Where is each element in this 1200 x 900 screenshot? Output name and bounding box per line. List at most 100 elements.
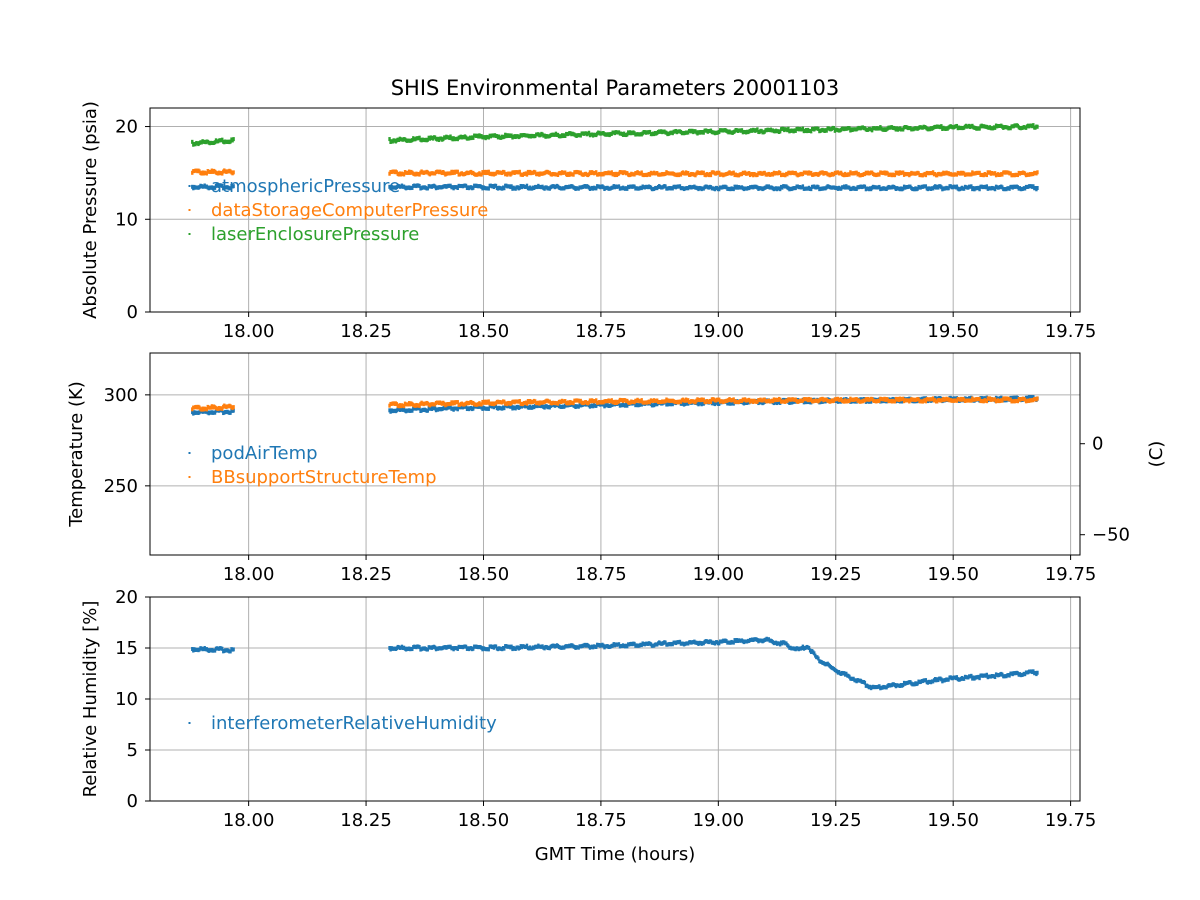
data-point xyxy=(993,675,997,680)
x-tick-label: 19.75 xyxy=(1045,321,1097,342)
data-point xyxy=(648,400,652,405)
data-point xyxy=(709,400,713,405)
data-point xyxy=(878,398,881,403)
x-tick-label: 19.00 xyxy=(693,810,745,831)
data-point xyxy=(1036,670,1039,675)
data-point xyxy=(940,185,943,190)
data-point xyxy=(893,399,897,404)
x-tick-label: 18.00 xyxy=(223,564,275,585)
data-point xyxy=(970,673,973,678)
data-point xyxy=(503,646,506,651)
data-point xyxy=(510,184,513,189)
data-point xyxy=(878,684,881,689)
data-point xyxy=(426,408,429,413)
series-laserEnclosurePressure xyxy=(191,123,1039,147)
data-point xyxy=(817,127,820,132)
right-y-axis-label: (C) xyxy=(1146,441,1167,468)
data-point xyxy=(232,405,235,410)
data-point xyxy=(487,647,490,652)
data-point xyxy=(579,133,582,138)
x-tick-label: 18.75 xyxy=(575,810,627,831)
data-point xyxy=(732,397,735,402)
data-point xyxy=(717,397,721,402)
series-atmosphericPressure xyxy=(191,183,1039,192)
data-point xyxy=(232,647,235,652)
legend-marker xyxy=(188,185,191,187)
data-point xyxy=(572,172,575,177)
data-point xyxy=(778,171,782,176)
data-point xyxy=(456,400,459,405)
data-point xyxy=(807,645,811,650)
data-point xyxy=(648,172,652,177)
plot-frame xyxy=(149,107,1081,313)
x-tick-label: 18.50 xyxy=(458,564,510,585)
data-point xyxy=(878,184,881,189)
data-point xyxy=(955,675,959,680)
data-point xyxy=(740,128,744,133)
data-point xyxy=(702,170,705,175)
data-point xyxy=(480,172,483,177)
legend-label: BBsupportStructureTemp xyxy=(211,467,437,488)
data-point xyxy=(993,171,997,176)
y-tick-label: 250 xyxy=(104,476,138,497)
data-point xyxy=(221,406,224,411)
data-point xyxy=(924,678,928,683)
data-point xyxy=(863,184,867,189)
data-point xyxy=(825,128,828,133)
data-point xyxy=(978,126,981,131)
data-point xyxy=(626,132,629,137)
data-point xyxy=(472,646,475,651)
data-point xyxy=(221,137,224,142)
data-point xyxy=(487,399,490,404)
y-axis-label: Relative Humidity [%] xyxy=(80,601,101,798)
x-tick-label: 18.25 xyxy=(340,564,392,585)
data-point xyxy=(456,646,459,651)
y-tick-label: 10 xyxy=(115,209,138,230)
data-point xyxy=(426,186,429,191)
x-tick-label: 18.75 xyxy=(575,564,627,585)
data-point xyxy=(487,169,490,174)
data-point xyxy=(709,173,713,178)
series-dataStorageComputerPressure xyxy=(191,168,1039,178)
data-point xyxy=(525,172,529,177)
x-tick-label: 19.25 xyxy=(810,564,862,585)
x-axis-label: GMT Time (hours) xyxy=(535,844,696,865)
data-point xyxy=(229,139,232,144)
data-point xyxy=(947,677,950,682)
data-point xyxy=(970,184,973,189)
data-point xyxy=(832,126,836,131)
data-point xyxy=(564,133,567,138)
data-point xyxy=(863,680,867,685)
data-point xyxy=(456,407,459,412)
data-point xyxy=(1001,172,1004,177)
x-tick-label: 19.75 xyxy=(1045,564,1097,585)
y-tick-label: 0 xyxy=(127,791,138,812)
data-point xyxy=(664,184,667,189)
data-point xyxy=(924,184,928,189)
data-point xyxy=(456,185,459,190)
x-tick-label: 19.50 xyxy=(927,564,979,585)
y-tick-label: 20 xyxy=(115,117,138,138)
data-point xyxy=(848,399,851,404)
x-tick-label: 19.50 xyxy=(927,810,979,831)
data-point xyxy=(993,397,997,402)
data-point xyxy=(787,126,790,131)
data-point xyxy=(801,184,805,189)
data-point xyxy=(587,130,591,135)
data-point xyxy=(595,398,598,403)
y-tick-label: 10 xyxy=(115,689,138,710)
data-point xyxy=(931,170,935,175)
data-point xyxy=(809,187,813,192)
data-point xyxy=(1001,398,1004,403)
data-point xyxy=(1036,170,1039,175)
x-tick-label: 18.50 xyxy=(458,321,510,342)
data-point xyxy=(901,186,905,191)
x-tick-label: 18.25 xyxy=(340,321,392,342)
data-point xyxy=(610,170,613,175)
data-point xyxy=(418,403,421,408)
legend-label: interferometerRelativeHumidity xyxy=(211,713,497,734)
data-point xyxy=(503,399,506,404)
data-point xyxy=(1036,396,1039,401)
data-point xyxy=(626,186,629,191)
data-point xyxy=(232,184,235,189)
